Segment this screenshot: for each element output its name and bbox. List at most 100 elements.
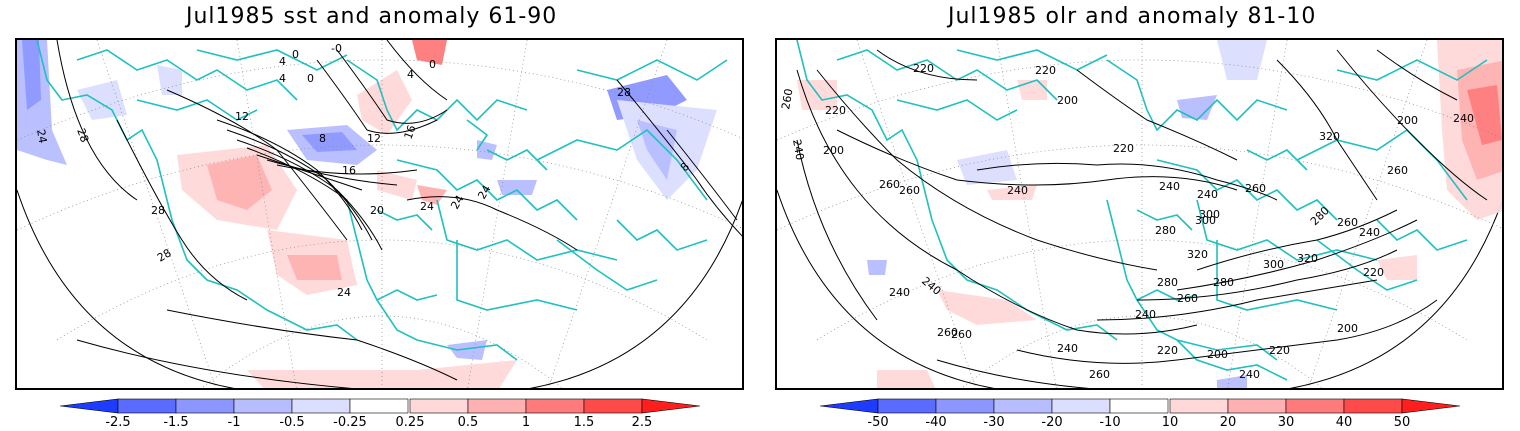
contour-label: 220 bbox=[1113, 142, 1134, 155]
contour-label: 220 bbox=[1035, 64, 1056, 77]
contour-label: 260 bbox=[1177, 292, 1198, 305]
contour-label: 220 bbox=[1157, 344, 1178, 357]
contour-label: 0 bbox=[429, 58, 436, 71]
olr-anomaly-shading bbox=[797, 40, 1502, 388]
contour-label: 260 bbox=[1245, 182, 1266, 195]
contour-label: 200 bbox=[823, 144, 844, 157]
contour-label: 240 bbox=[1159, 180, 1180, 193]
colorbar-tick-label: 0.25 bbox=[395, 415, 425, 430]
left-map-canvas: 24 28 12 4 0 -0 4 0 8 12 16 16 20 24 24 … bbox=[17, 40, 742, 388]
contour-label: 300 bbox=[1263, 258, 1284, 271]
contour-label: 260 bbox=[879, 178, 900, 191]
sst-anomaly-shading bbox=[17, 40, 717, 388]
contour-label: 240 bbox=[1359, 226, 1380, 239]
right-panel-title: Jul1985 olr and anomaly 81-10 bbox=[948, 4, 1317, 29]
colorbar-swatch bbox=[349, 398, 409, 414]
contour-label: 260 bbox=[951, 328, 972, 341]
contour-label: 200 bbox=[1207, 348, 1228, 361]
colorbar-swatch bbox=[467, 398, 527, 414]
colorbar-swatch bbox=[233, 398, 293, 414]
colorbar-tick-label: -2.5 bbox=[105, 415, 131, 430]
contour-label: 28 bbox=[155, 246, 174, 264]
colorbar-swatch bbox=[175, 398, 235, 414]
contour-label: 28 bbox=[151, 204, 165, 217]
contour-label: 4 bbox=[279, 72, 286, 85]
contour-label: 220 bbox=[825, 104, 846, 117]
contour-label: 16 bbox=[342, 164, 356, 177]
left-colorbar-labels: -2.5 -1.5 -1 -0.5 -0.25 0.25 0.5 1 1.5 2… bbox=[60, 415, 702, 431]
right-colorbar bbox=[820, 398, 1461, 414]
colorbar-tick-label: 30 bbox=[1277, 415, 1295, 430]
contour-label: 280 bbox=[1213, 276, 1234, 289]
contour-label: 4 bbox=[279, 55, 286, 68]
colorbar-tick-label: 0.5 bbox=[457, 415, 479, 430]
colorbar-swatch bbox=[641, 398, 701, 414]
colorbar-swatch bbox=[993, 398, 1053, 414]
colorbar-tick-label: -40 bbox=[925, 415, 947, 430]
colorbar-tick-label: 2.5 bbox=[631, 415, 653, 430]
contour-label: 24 bbox=[448, 193, 466, 212]
contour-label: 280 bbox=[1308, 204, 1332, 228]
contour-label: 200 bbox=[1057, 94, 1078, 107]
colorbar-tick-label: -1 bbox=[227, 415, 241, 430]
colorbar-swatch bbox=[60, 398, 119, 414]
left-map: 24 28 12 4 0 -0 4 0 8 12 16 16 20 24 24 … bbox=[15, 38, 744, 390]
contour-label: 240 bbox=[1007, 184, 1028, 197]
contour-label: 240 bbox=[889, 286, 910, 299]
contour-label: 320 bbox=[1297, 252, 1318, 265]
contour-label: 12 bbox=[367, 132, 381, 145]
graticule bbox=[777, 40, 1502, 388]
right-colorbar-labels: -50 -40 -30 -20 -10 10 20 30 40 50 bbox=[820, 415, 1462, 431]
contour-label: 220 bbox=[1363, 266, 1384, 279]
colorbar-tick-label: -10 bbox=[1099, 415, 1121, 430]
contour-label: 8 bbox=[319, 132, 326, 145]
colorbar-swatch bbox=[877, 398, 937, 414]
colorbar-swatch bbox=[935, 398, 995, 414]
colorbar-tick-label: -0.25 bbox=[333, 415, 367, 430]
right-map: 220 240 260 200 220 220 200 240 280 300 … bbox=[775, 38, 1504, 390]
coastlines bbox=[796, 40, 1488, 381]
colorbar-tick-label: 1 bbox=[521, 415, 531, 430]
colorbar-tick-label: -20 bbox=[1041, 415, 1063, 430]
left-contour-labels: 24 28 12 4 0 -0 4 0 8 12 16 16 20 24 24 … bbox=[34, 42, 692, 299]
contour-label: 240 bbox=[1135, 308, 1156, 321]
sst-contours bbox=[56, 40, 742, 388]
contour-label: 240 bbox=[1057, 342, 1078, 355]
contour-label: 240 bbox=[1453, 112, 1474, 125]
contour-label: 24 bbox=[475, 183, 493, 202]
contour-label: 200 bbox=[1337, 322, 1358, 335]
coastlines bbox=[36, 40, 728, 361]
contour-label: 12 bbox=[235, 110, 249, 123]
colorbar-swatch bbox=[525, 398, 585, 414]
colorbar-tick-label: -1.5 bbox=[163, 415, 189, 430]
contour-label: -0 bbox=[331, 42, 342, 55]
colorbar-tick-label: 1.5 bbox=[573, 415, 595, 430]
contour-label: 300 bbox=[1195, 214, 1216, 227]
left-panel-title: Jul1985 sst and anomaly 61-90 bbox=[186, 4, 558, 29]
graticule bbox=[17, 40, 742, 388]
colorbar-swatch bbox=[1109, 398, 1169, 414]
right-contour-labels: 220 240 260 200 220 220 200 240 280 300 … bbox=[779, 62, 1474, 381]
contour-label: 16 bbox=[402, 123, 419, 141]
colorbar-swatch bbox=[1285, 398, 1345, 414]
contour-label: 220 bbox=[1269, 344, 1290, 357]
colorbar-tick-label: 50 bbox=[1393, 415, 1411, 430]
colorbar-tick-label: 20 bbox=[1219, 415, 1237, 430]
colorbar-tick-label: -0.5 bbox=[279, 415, 305, 430]
contour-label: 320 bbox=[1187, 248, 1208, 261]
contour-label: 300 bbox=[1199, 208, 1220, 221]
colorbar-tick-label: -50 bbox=[867, 415, 889, 430]
colorbar-tick-label: 10 bbox=[1161, 415, 1179, 430]
colorbar-swatch bbox=[1227, 398, 1287, 414]
colorbar-swatch bbox=[820, 398, 879, 414]
contour-label: 20 bbox=[370, 204, 384, 217]
contour-label: 260 bbox=[937, 326, 958, 339]
colorbar-swatch bbox=[1343, 398, 1403, 414]
contour-label: 240 bbox=[790, 138, 806, 161]
contour-label: 260 bbox=[899, 184, 920, 197]
contour-label: 24 bbox=[337, 286, 351, 299]
contour-label: 280 bbox=[1155, 224, 1176, 237]
contour-label: 240 bbox=[1197, 188, 1218, 201]
right-map-canvas: 220 240 260 200 220 220 200 240 280 300 … bbox=[777, 40, 1502, 388]
colorbar-swatch bbox=[1169, 398, 1229, 414]
